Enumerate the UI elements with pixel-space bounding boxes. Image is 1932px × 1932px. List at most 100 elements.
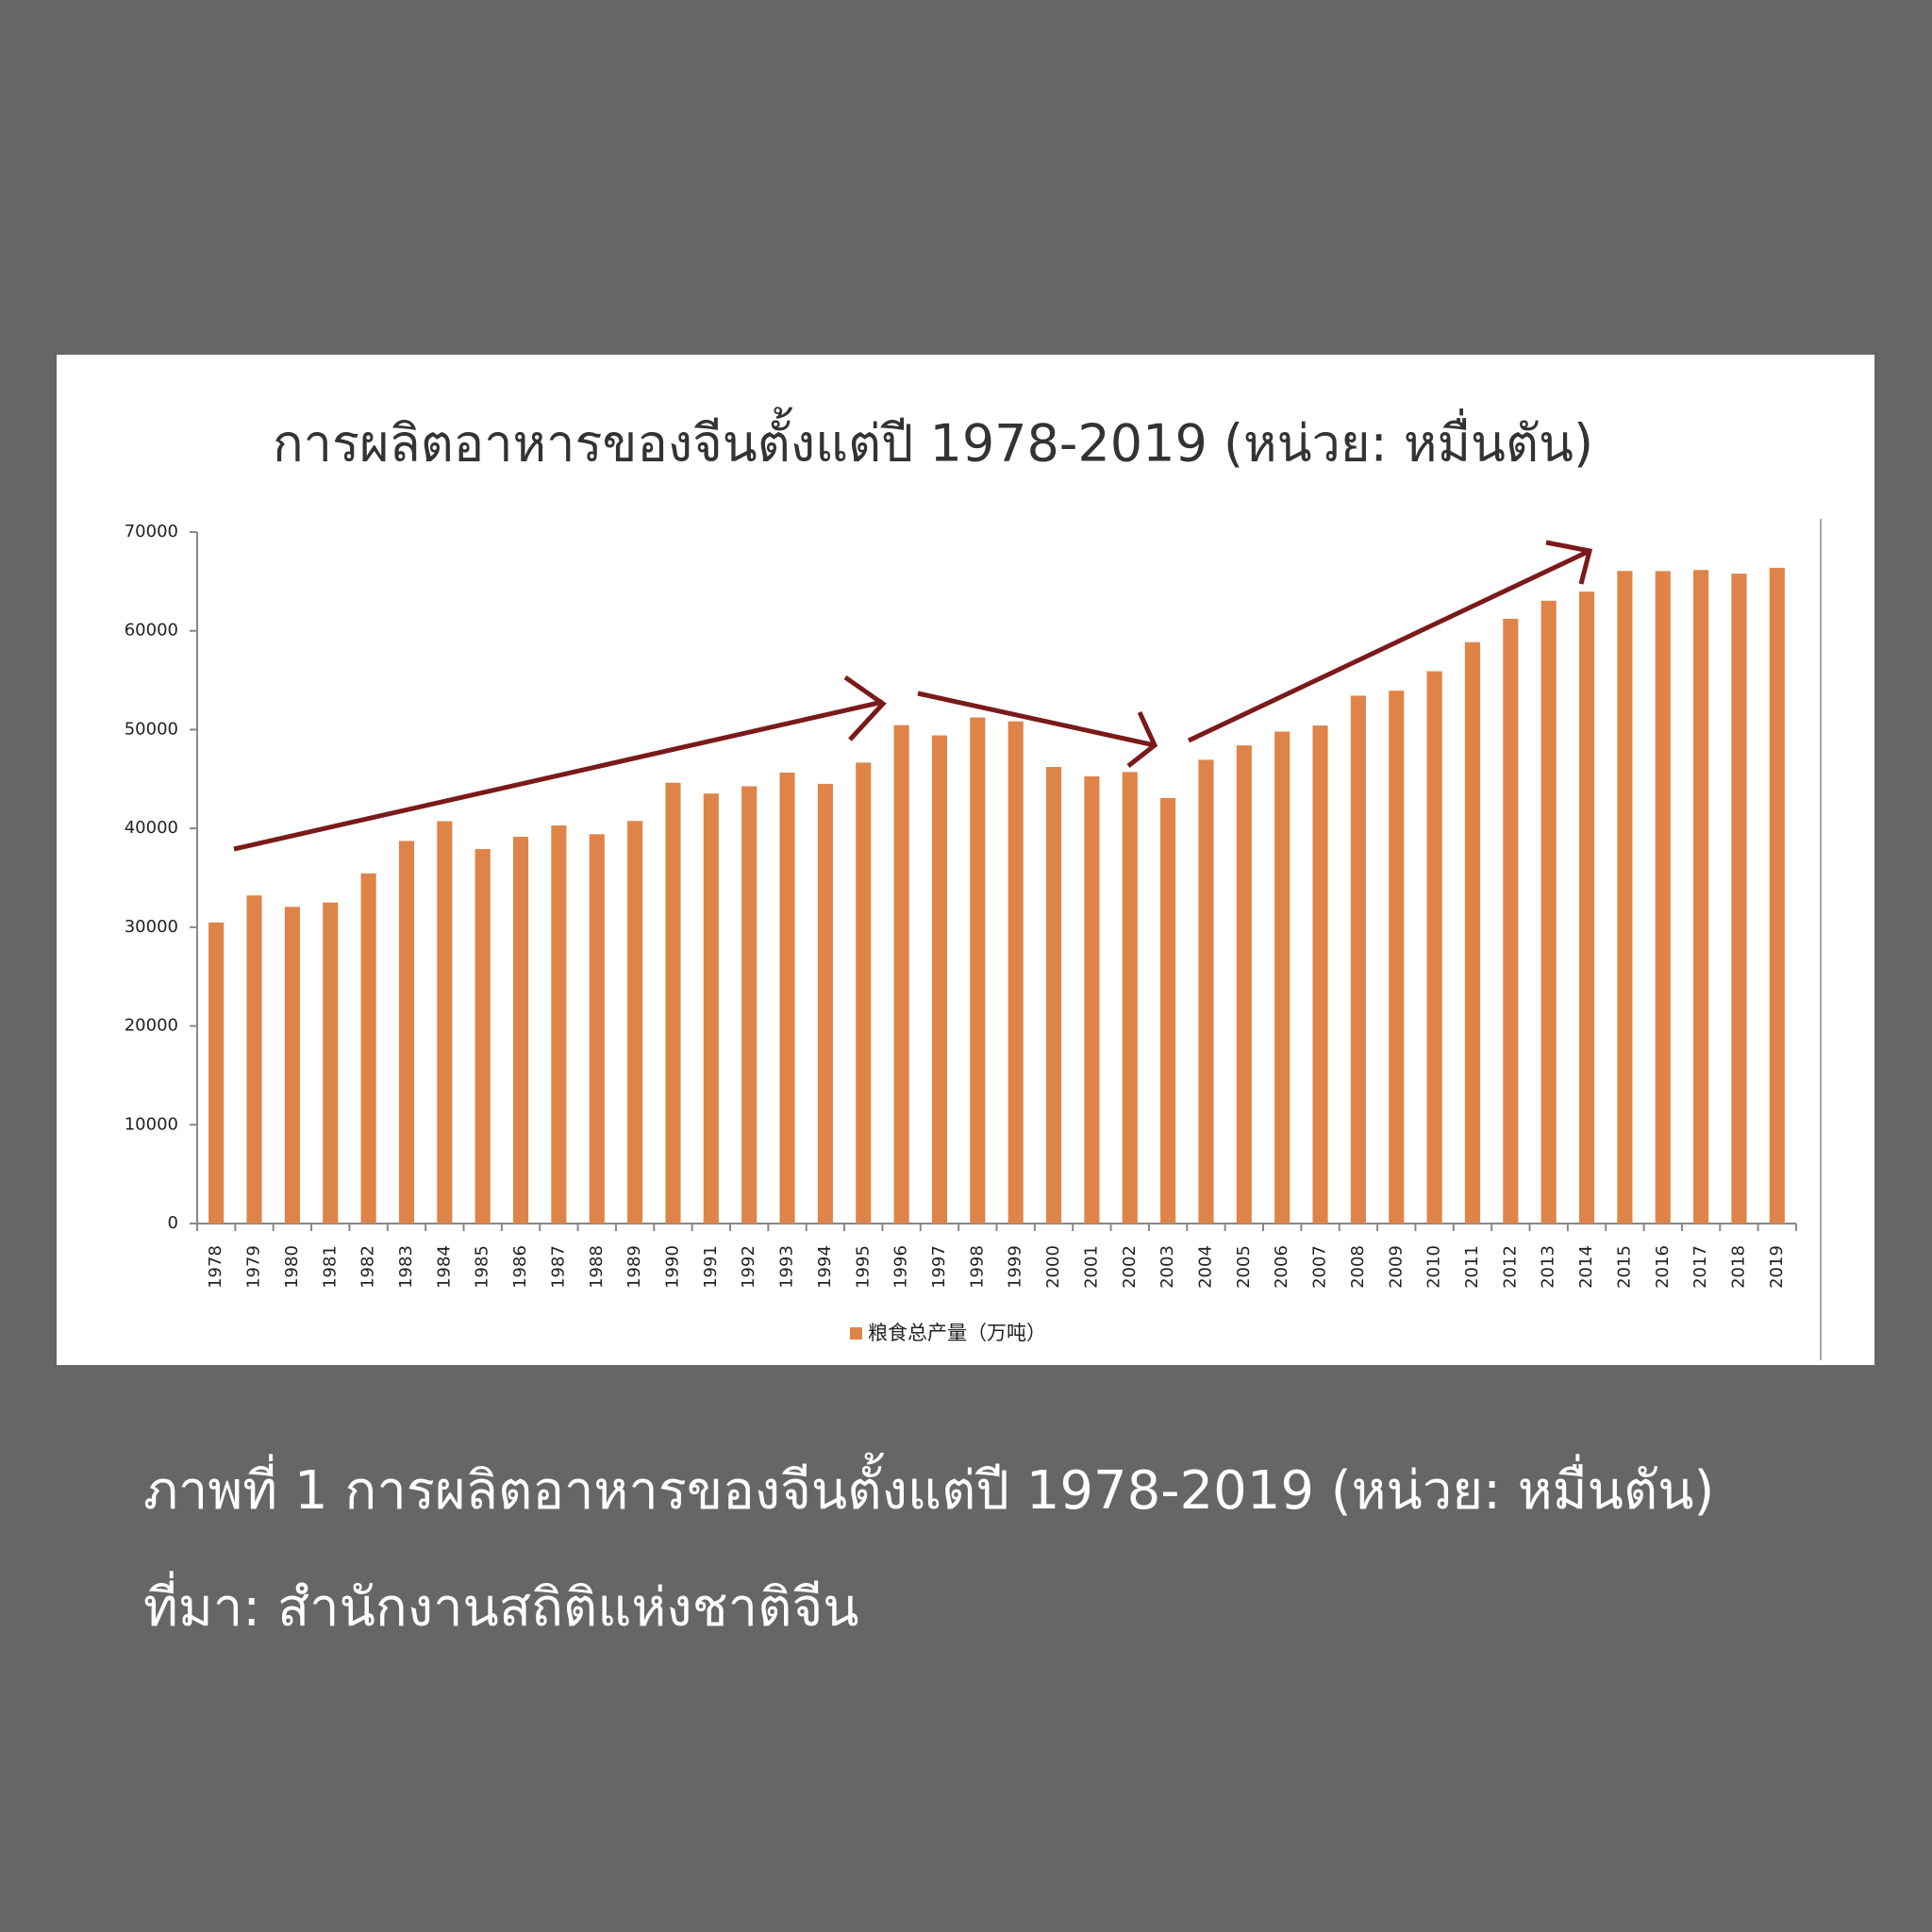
bar	[1045, 767, 1062, 1224]
x-tick-label: 1987	[548, 1245, 568, 1289]
bar	[1160, 797, 1176, 1224]
bar	[1769, 567, 1785, 1224]
bar	[284, 907, 300, 1224]
bar	[856, 762, 872, 1224]
bar	[1655, 571, 1671, 1224]
x-tick-label: 1992	[739, 1245, 758, 1289]
x-tick-label: 1978	[206, 1245, 225, 1289]
x-tick-label: 2007	[1310, 1245, 1330, 1289]
y-tick-label: 30000	[125, 917, 178, 937]
bar	[512, 837, 529, 1224]
bar	[246, 895, 262, 1224]
x-tick-label: 2017	[1690, 1245, 1710, 1289]
y-tick-label: 0	[168, 1213, 178, 1233]
x-tick-label: 2019	[1767, 1245, 1787, 1289]
x-tick-label: 1983	[396, 1245, 416, 1289]
y-tick-label: 40000	[125, 818, 178, 838]
x-tick-label: 1982	[358, 1245, 378, 1289]
arrow	[917, 691, 1156, 748]
source-caption: ที่มา: สำนักงานสถิติแห่งชาติจีน	[143, 1571, 859, 1639]
x-tick-label: 2010	[1424, 1245, 1444, 1289]
bar	[931, 735, 948, 1224]
bar	[1274, 731, 1291, 1224]
x-tick-label: 1979	[244, 1245, 264, 1289]
x-tick-label: 2012	[1500, 1245, 1520, 1289]
x-tick-label: 1986	[510, 1245, 530, 1289]
bar	[1541, 600, 1557, 1224]
bar	[475, 849, 491, 1224]
bar	[1312, 725, 1328, 1224]
x-tick-label: 1985	[473, 1245, 492, 1289]
x-tick-label: 2002	[1120, 1245, 1140, 1289]
trend-arrows	[233, 540, 1593, 852]
x-tick-label: 1988	[587, 1245, 607, 1289]
arrow	[1187, 548, 1591, 743]
x-tick-label: 1993	[777, 1245, 797, 1289]
bar	[779, 772, 795, 1224]
bar	[1426, 671, 1442, 1224]
x-tick-label: 1991	[701, 1245, 721, 1289]
bar	[1084, 776, 1100, 1224]
chart-title: การผลิตอาหารของจีนตั้งแต่ปี 1978-2019 (ห…	[273, 408, 1593, 474]
x-tick-label: 2008	[1348, 1245, 1368, 1289]
bar	[1198, 759, 1214, 1224]
bar	[323, 902, 339, 1224]
bar	[627, 821, 643, 1224]
bar	[665, 782, 681, 1224]
arrow-head	[1545, 540, 1593, 585]
bar	[398, 841, 415, 1224]
bar	[703, 793, 719, 1224]
bar	[1122, 772, 1138, 1224]
bar	[817, 783, 833, 1224]
x-tick-label: 1989	[625, 1245, 644, 1289]
bar	[551, 825, 567, 1224]
x-tick-label: 2004	[1195, 1245, 1215, 1289]
bar	[1350, 695, 1366, 1224]
x-tick-label: 1984	[434, 1245, 454, 1289]
x-tick-label: 1998	[967, 1245, 987, 1289]
y-tick-label: 70000	[125, 522, 178, 541]
bar	[1693, 570, 1709, 1224]
x-tick-label: 1980	[282, 1245, 302, 1289]
y-tick-label: 60000	[125, 621, 178, 641]
bar	[437, 821, 453, 1224]
x-tick-label: 2015	[1614, 1245, 1634, 1289]
legend-swatch	[850, 1327, 862, 1340]
arrow	[233, 699, 884, 852]
bar	[589, 834, 605, 1224]
x-tick-label: 1995	[853, 1245, 873, 1289]
y-tick-label: 50000	[125, 719, 178, 739]
bar	[970, 717, 986, 1224]
bar	[1008, 721, 1024, 1224]
bar	[893, 724, 909, 1224]
bar	[1464, 641, 1481, 1224]
x-tick-label: 2016	[1653, 1245, 1673, 1289]
x-tick-label: 1990	[662, 1245, 682, 1289]
x-tick-label: 2005	[1234, 1245, 1254, 1289]
x-tick-label: 2000	[1043, 1245, 1063, 1289]
x-tick-label: 1994	[815, 1245, 835, 1289]
arrow-head	[1126, 710, 1158, 768]
legend-label: 粮食总产量（万吨）	[868, 1322, 1046, 1344]
figure-caption: ภาพที่ 1 การผลิตอาหารของจีนตั้งแต่ปี 197…	[143, 1453, 1714, 1522]
bar	[1617, 571, 1633, 1224]
x-tick-label: 2003	[1158, 1245, 1177, 1289]
bar	[741, 786, 758, 1224]
x-tick-label: 2014	[1576, 1245, 1596, 1289]
x-tick-label: 2013	[1539, 1245, 1558, 1289]
x-tick-label: 2018	[1728, 1245, 1748, 1289]
x-tick-label: 2011	[1462, 1245, 1482, 1289]
y-tick-label: 10000	[125, 1114, 178, 1134]
x-tick-label: 2009	[1386, 1245, 1406, 1289]
bar	[1731, 574, 1747, 1224]
x-tick-label: 2001	[1081, 1245, 1101, 1289]
x-tick-label: 2006	[1272, 1245, 1291, 1289]
chart-panel	[57, 355, 1874, 1365]
y-tick-label: 20000	[125, 1016, 178, 1036]
bar	[1503, 618, 1519, 1224]
bar	[208, 922, 225, 1224]
x-tick-label: 1999	[1006, 1245, 1025, 1289]
x-tick-label: 1996	[891, 1245, 911, 1289]
